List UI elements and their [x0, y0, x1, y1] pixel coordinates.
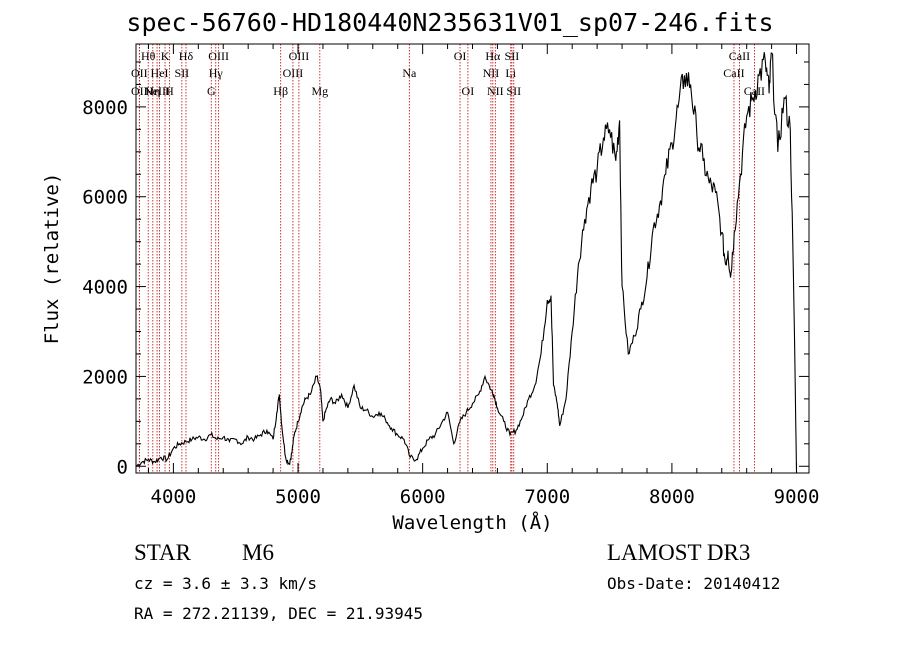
line-label-22: NII	[487, 84, 504, 98]
y-tick-label-4: 8000	[82, 97, 128, 119]
line-label-18: OI	[454, 49, 467, 63]
coordinates: RA = 272.21139, DEC = 21.93945	[134, 604, 423, 623]
y-tick-label-3: 6000	[82, 187, 128, 209]
flux-series-line	[135, 52, 798, 474]
line-label-2: OII	[131, 84, 148, 98]
line-label-26: CaII	[723, 66, 744, 80]
line-label-27: CaII	[729, 49, 750, 63]
y-tick-label-2: 4000	[82, 277, 128, 299]
line-label-3: Hη	[145, 84, 160, 98]
line-label-19: OI	[462, 84, 475, 98]
line-label-8: SII	[175, 66, 190, 80]
line-label-7: H	[165, 84, 174, 98]
observation-date: Obs-Date: 20140412	[607, 574, 781, 593]
line-label-24: SII	[505, 49, 520, 63]
line-label-5: HeI	[151, 66, 169, 80]
line-label-17: Na	[402, 66, 417, 80]
survey-name: LAMOST DR3	[607, 540, 751, 565]
axis-ticks: 4000 5000 6000 7000 8000 9000 0 2000 4000 6000 800…	[82, 44, 819, 508]
line-label-4: NeIII	[144, 84, 170, 98]
object-class: STAR	[134, 540, 191, 565]
line-label-6: K	[161, 49, 170, 63]
line-label-0: Hθ	[141, 49, 156, 63]
line-label-1: OII	[131, 66, 148, 80]
line-label-21: Hα	[485, 49, 501, 63]
chart-title: spec-56760-HD180440N235631V01_sp07-246.f…	[126, 8, 774, 37]
spectral-line-markers	[138, 44, 755, 473]
line-label-12: OIII	[208, 49, 229, 63]
line-label-14: OIII	[283, 66, 304, 80]
x-tick-label-3: 7000	[524, 486, 570, 508]
x-tick-label-2: 6000	[400, 486, 446, 508]
y-tick-label-1: 2000	[82, 366, 128, 388]
plot-frame	[135, 43, 810, 474]
line-label-11: Hγ	[209, 66, 224, 80]
line-label-15: OIII	[289, 49, 310, 63]
line-label-13: Hβ	[273, 84, 288, 98]
line-label-20: NII	[483, 66, 500, 80]
x-axis-label: Wavelength (Å)	[392, 511, 552, 534]
line-label-10: G	[207, 84, 216, 98]
object-subclass: M6	[242, 540, 274, 565]
x-tick-label-4: 8000	[649, 486, 695, 508]
x-tick-label-1: 5000	[275, 486, 321, 508]
redshift-cz: cz = 3.6 ± 3.3 km/s	[134, 574, 318, 593]
line-label-16: Mg	[311, 84, 328, 98]
spectral-line-labels: HθOIIOIIHηNeIIIHeIKHSIIHδGHγOIIIHβOIIIOI…	[131, 49, 765, 98]
y-tick-label-0: 0	[117, 456, 128, 478]
y-axis-label: Flux (relative)	[41, 173, 63, 345]
line-label-28: CaII	[744, 84, 765, 98]
line-label-9: Hδ	[179, 49, 194, 63]
line-label-25: SII	[506, 84, 521, 98]
line-label-23: Li	[505, 66, 516, 80]
x-tick-label-0: 4000	[151, 486, 197, 508]
x-tick-label-5: 9000	[774, 486, 820, 508]
